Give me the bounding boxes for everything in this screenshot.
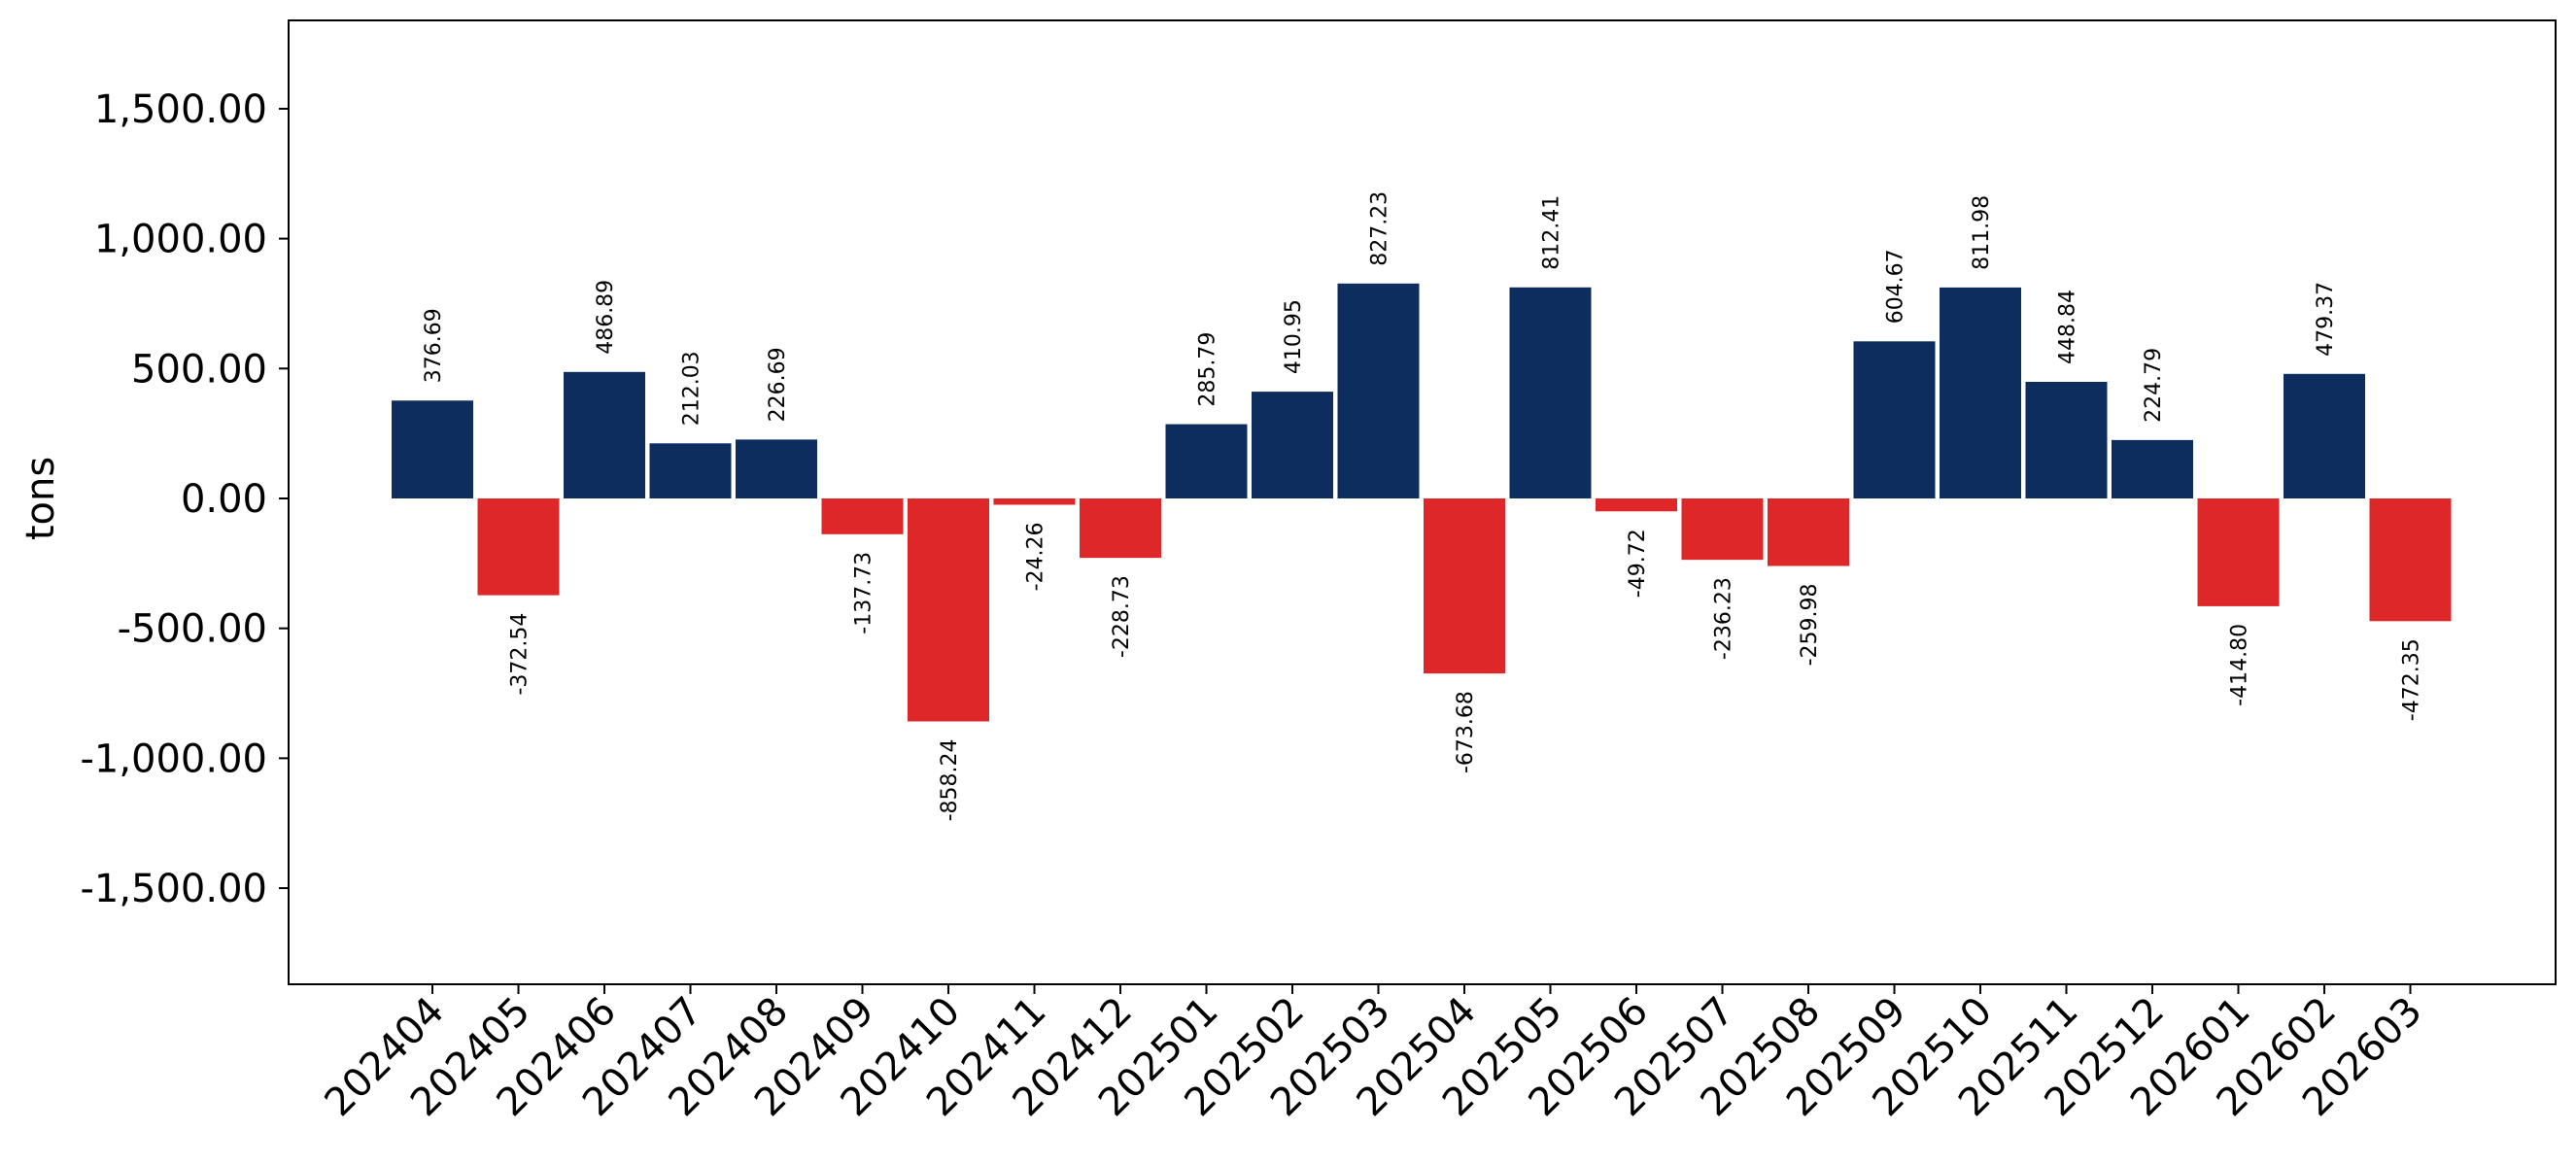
data-label: 479.37	[2314, 282, 2338, 357]
data-label: -236.23	[1712, 577, 1736, 660]
data-label: -259.98	[1798, 584, 1822, 667]
bar-202409	[821, 497, 904, 534]
plot-frame	[288, 19, 2557, 985]
data-label: -49.72	[1626, 529, 1650, 598]
bars-group	[392, 283, 2452, 722]
data-label: 410.95	[1282, 299, 1306, 374]
data-label: 604.67	[1884, 249, 1908, 324]
data-labels-group: 376.69 -372.54 486.89 212.03 226.69 -137.73 -8…	[422, 191, 2424, 822]
data-label: 812.41	[1540, 195, 1564, 270]
data-label: 226.69	[766, 347, 790, 422]
data-label: -673.68	[1454, 691, 1478, 773]
bar-202501	[1165, 424, 1248, 498]
y-axis-title: tons	[18, 457, 63, 540]
x-axis: 2024042024052024062024072024082024092024…	[317, 984, 2431, 1125]
bar-202507	[1681, 497, 1764, 561]
y-tick-label: -500.00	[118, 607, 267, 652]
bar-202412	[1080, 497, 1161, 559]
data-label: -858.24	[938, 738, 962, 821]
bar-202408	[736, 439, 817, 498]
bar-202603	[2369, 497, 2452, 622]
data-label: 827.23	[1368, 191, 1392, 266]
bar-202406	[564, 371, 645, 498]
data-label: 811.98	[1970, 195, 1994, 270]
bar-202601	[2197, 497, 2280, 606]
bar-202503	[1337, 283, 1420, 498]
bar-202511	[2025, 381, 2108, 498]
bar-202509	[1853, 341, 1936, 498]
bar-202602	[2284, 373, 2365, 498]
data-label: -24.26	[1024, 522, 1048, 591]
data-label: 224.79	[2142, 348, 2166, 423]
data-label: 448.84	[2056, 290, 2080, 364]
y-tick-label: 1,000.00	[94, 218, 267, 262]
data-label: 212.03	[680, 351, 704, 426]
data-label: 285.79	[1196, 332, 1220, 407]
y-tick-label: 1,500.00	[94, 87, 267, 132]
data-label: 486.89	[594, 280, 618, 355]
y-tick-label: 500.00	[131, 347, 267, 392]
bar-202411	[993, 497, 1076, 505]
data-label: -372.54	[508, 613, 532, 696]
y-tick-label: -1,000.00	[80, 737, 267, 781]
y-tick-label: -1,500.00	[80, 867, 267, 911]
bar-202508	[1768, 497, 1849, 566]
bar-202410	[908, 497, 989, 722]
bar-202506	[1596, 497, 1677, 512]
bar-202510	[1940, 287, 2021, 498]
y-tick-label: 0.00	[181, 477, 267, 522]
bar-202407	[649, 443, 732, 498]
bar-202505	[1509, 287, 1592, 498]
bar-202512	[2112, 439, 2193, 498]
bar-202404	[392, 400, 473, 498]
bar-202405	[477, 497, 560, 596]
data-label: -228.73	[1110, 575, 1134, 658]
data-label: -472.35	[2400, 638, 2424, 721]
data-label: 376.69	[422, 308, 446, 383]
data-label: -137.73	[852, 552, 876, 634]
bar-202504	[1424, 497, 1505, 674]
data-label: -414.80	[2228, 624, 2252, 706]
y-axis: 1,500.00 1,000.00 500.00 0.00 -500.00 -1,000.…	[80, 87, 289, 911]
bar-202502	[1252, 392, 1333, 498]
